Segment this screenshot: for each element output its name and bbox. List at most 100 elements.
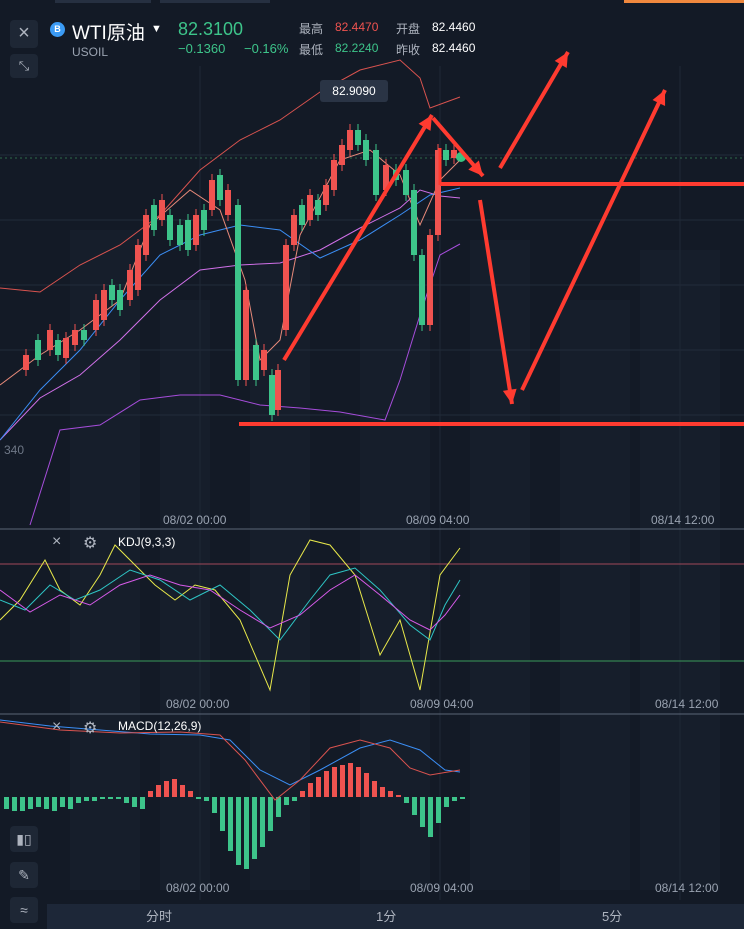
macd-histogram-bar	[412, 797, 417, 815]
candle-body	[363, 140, 369, 160]
trend-arrow-up-head	[652, 90, 666, 106]
low-value: 82.2240	[335, 41, 379, 55]
close-macd-button[interactable]: ×	[52, 718, 61, 736]
macd-histogram-bar	[268, 797, 273, 831]
macd-histogram-bar	[348, 763, 353, 797]
trend-arrow-right-head	[468, 160, 483, 176]
macd-histogram-bar	[380, 787, 385, 797]
trend-arrow-up	[282, 113, 434, 362]
candle-body	[109, 285, 115, 300]
symbol-name[interactable]: WTI原油	[72, 23, 145, 44]
macd-histogram-bar	[244, 797, 249, 869]
main-time-label: 08/09 04:00	[406, 513, 470, 527]
candle-body	[217, 175, 223, 200]
trend-arrow-down	[478, 199, 514, 405]
kdj-j-line	[0, 539, 461, 692]
candle-body	[81, 330, 87, 340]
price-change: −0.1360	[178, 41, 226, 56]
macd-histogram-bar	[324, 771, 329, 797]
trend-arrow-down-head	[502, 388, 517, 404]
macd-histogram-bar	[68, 797, 73, 809]
macd-histogram-bar	[292, 797, 297, 801]
candle-body	[347, 130, 353, 150]
candle-body	[193, 215, 199, 245]
macd-histogram-bar	[140, 797, 145, 809]
high-label: 最高	[299, 22, 324, 36]
macd-histogram-bar	[124, 797, 129, 803]
kdj-d-line	[0, 574, 461, 631]
candle-body	[72, 330, 78, 345]
candle-body	[419, 255, 425, 325]
shrink-chart-button[interactable]: ⤡	[10, 54, 38, 78]
candle-body	[283, 245, 289, 330]
candle-body	[427, 235, 433, 325]
background-building	[560, 300, 630, 890]
macd-histogram-bar	[44, 797, 49, 809]
macd-histogram-bar	[156, 785, 161, 797]
symbol-dropdown-icon[interactable]: ▼	[151, 23, 162, 35]
macd-histogram-bar	[444, 797, 449, 807]
prev-close-value: 82.4460	[432, 41, 476, 55]
candle-type-button[interactable]: ▮▯	[10, 826, 38, 852]
gear-icon: ⚙	[83, 535, 98, 552]
macd-dea-line	[0, 719, 461, 786]
candle-body	[411, 190, 417, 255]
top-tab-stub[interactable]	[160, 0, 270, 3]
macd-histogram-bar	[36, 797, 41, 807]
period-tab-1min[interactable]: 1分	[376, 909, 397, 924]
close-kdj-button[interactable]: ×	[52, 533, 61, 551]
macd-histogram-bar	[356, 767, 361, 797]
close-chart-button[interactable]: ×	[10, 20, 38, 48]
open-value: 82.4460	[432, 20, 476, 34]
macd-settings-button[interactable]: ⚙	[83, 718, 97, 738]
macd-histogram-bar	[148, 791, 153, 797]
price-change-percent: −0.16%	[244, 41, 289, 56]
macd-histogram-bar	[300, 791, 305, 797]
candle-body	[291, 215, 297, 245]
period-bar	[47, 904, 744, 929]
active-top-tab[interactable]	[624, 0, 744, 3]
close-icon: ×	[52, 533, 62, 550]
close-icon: ×	[18, 22, 30, 44]
period-tab-timeshare[interactable]: 分时	[146, 909, 173, 924]
candle-body	[117, 290, 123, 310]
candle-body	[323, 185, 329, 205]
macd-histogram-bar	[116, 797, 121, 799]
top-tab-stub[interactable]	[55, 0, 151, 3]
pencil-icon: ✎	[18, 867, 30, 883]
candle-body	[339, 145, 345, 165]
candle-body	[35, 340, 41, 360]
candle-body	[269, 375, 275, 415]
candle-body	[235, 205, 241, 380]
candle-body	[435, 150, 441, 235]
macd-time-label: 08/09 04:00	[410, 881, 474, 895]
draw-tool-button[interactable]: ✎	[10, 862, 38, 888]
high-value: 82.4470	[335, 20, 379, 34]
indicator-button[interactable]: ≈	[10, 897, 38, 923]
macd-histogram-bar	[196, 797, 201, 799]
period-tab-5min[interactable]: 5分	[602, 909, 623, 924]
open-label: 开盘	[396, 22, 421, 36]
candle-body	[383, 165, 389, 190]
macd-histogram-bar	[172, 779, 177, 797]
price-axis-label: 340	[4, 443, 25, 457]
macd-histogram-bar	[52, 797, 57, 811]
kdj-settings-button[interactable]: ⚙	[83, 533, 97, 553]
macd-histogram-bar	[420, 797, 425, 827]
macd-histogram-bar	[364, 773, 369, 797]
bollinger-upper-line	[0, 59, 461, 293]
main-time-label: 08/14 12:00	[651, 513, 715, 527]
candle-body	[373, 150, 379, 195]
candle-body	[209, 180, 215, 210]
candlestick-icon: ▮▯	[16, 831, 32, 847]
macd-histogram-bar	[76, 797, 81, 803]
macd-histogram-bar	[276, 797, 281, 817]
candle-body	[275, 370, 281, 410]
candle-body	[47, 330, 53, 350]
macd-histogram-bar	[372, 781, 377, 797]
shrink-icon: ⤡	[18, 58, 30, 73]
macd-histogram-bar	[60, 797, 65, 807]
kdj-time-label: 08/09 04:00	[410, 697, 474, 711]
candle-body	[253, 345, 259, 380]
